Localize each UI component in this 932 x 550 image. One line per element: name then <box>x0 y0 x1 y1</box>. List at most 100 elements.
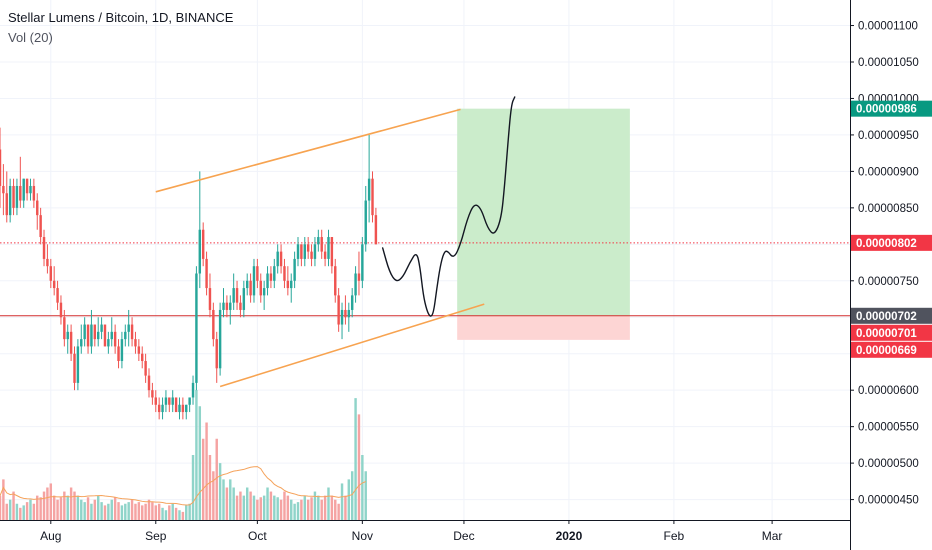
volume-bar <box>273 495 276 520</box>
candle-body <box>235 288 239 303</box>
volume-moving-average <box>0 466 366 506</box>
volume-bar <box>232 487 235 520</box>
candle-body <box>100 324 103 332</box>
candle-body <box>364 200 367 245</box>
candle <box>259 273 262 303</box>
price-tag: 0.00000702 <box>851 307 932 324</box>
candle-body <box>296 244 300 259</box>
candle-body <box>141 353 144 362</box>
volume-bar <box>303 495 306 520</box>
volume-bar <box>283 491 286 520</box>
candle <box>208 273 212 318</box>
volume-bar <box>222 479 225 520</box>
candle-body <box>310 251 313 259</box>
candle-body <box>154 397 157 405</box>
candle <box>171 390 174 413</box>
price-tag: 0.00000669 <box>851 341 932 358</box>
candle <box>185 404 188 420</box>
candle-body <box>96 331 100 340</box>
candle <box>2 164 5 216</box>
candle-body <box>168 397 171 405</box>
candle <box>340 302 344 340</box>
candle-body <box>59 302 63 318</box>
candle-body <box>371 178 374 216</box>
candle <box>174 397 178 413</box>
candle <box>29 178 32 201</box>
price-tick-label: 0.00000600 <box>858 385 919 397</box>
candle <box>313 237 317 267</box>
candle <box>195 266 198 391</box>
candle <box>347 302 351 332</box>
candle <box>80 324 83 354</box>
candle-body <box>42 237 46 259</box>
symbol-title[interactable]: Stellar Lumens / Bitcoin, 1D, BINANCE <box>8 10 234 25</box>
volume-bar <box>161 507 164 520</box>
candle <box>327 229 330 267</box>
volume-bar <box>245 487 249 520</box>
candle-body <box>56 288 59 303</box>
candle <box>90 309 93 354</box>
candle <box>66 324 69 354</box>
candle-body <box>215 339 218 369</box>
time-tick-label: Oct <box>248 529 267 543</box>
volume-bar <box>52 495 56 520</box>
candle-body <box>252 266 256 296</box>
candle-body <box>290 280 293 289</box>
volume-bar <box>107 503 110 520</box>
volume-indicator-label[interactable]: Vol (20) <box>8 30 53 45</box>
candle <box>283 258 286 289</box>
candle <box>157 397 161 420</box>
candle <box>161 397 164 420</box>
volume-bar <box>157 503 161 520</box>
volume-bar <box>317 495 320 520</box>
volume-bar <box>181 511 185 520</box>
candle <box>0 127 2 208</box>
volume-bar <box>96 495 100 520</box>
volume-bar <box>168 505 171 520</box>
volume-bar <box>80 499 83 520</box>
candle-body <box>185 404 188 413</box>
volume-bar <box>25 502 29 520</box>
candle <box>73 346 76 391</box>
candle-body <box>262 288 266 296</box>
candle <box>168 397 171 413</box>
candle-body <box>218 309 222 369</box>
candle <box>36 193 39 230</box>
candle <box>178 397 181 420</box>
candle <box>276 244 279 274</box>
candle <box>350 288 354 318</box>
candle <box>229 295 232 325</box>
candle <box>290 273 293 303</box>
volume-bar <box>198 406 202 520</box>
candle <box>245 273 249 296</box>
candle <box>306 237 310 259</box>
candle <box>181 397 185 420</box>
volume-bar <box>239 491 242 520</box>
candle-body <box>110 331 113 340</box>
candle-body <box>164 397 168 405</box>
channel-lower-line <box>219 303 485 388</box>
volume-bar <box>147 499 151 520</box>
candle-body <box>29 185 32 194</box>
volume-bar <box>259 497 262 520</box>
price-tick-label: 0.00000950 <box>858 130 919 142</box>
volume-bar <box>117 502 120 520</box>
time-tick-label: Mar <box>762 529 783 543</box>
candle <box>303 237 306 267</box>
candle-body <box>245 280 249 289</box>
candle-body <box>137 346 141 354</box>
candle <box>147 368 151 398</box>
candle-body <box>80 339 83 347</box>
drawn-price-projection <box>381 96 516 317</box>
volume-bar <box>113 497 117 520</box>
candle-body <box>357 273 361 281</box>
candle <box>222 288 225 318</box>
price-tick-label: 0.00000500 <box>858 458 919 470</box>
price-tag-label: 0.00000986 <box>856 104 917 116</box>
time-axis-background <box>0 520 850 550</box>
candle-body <box>151 390 154 398</box>
candle <box>273 258 276 289</box>
candle-body <box>225 302 229 310</box>
candle-body <box>249 280 252 296</box>
